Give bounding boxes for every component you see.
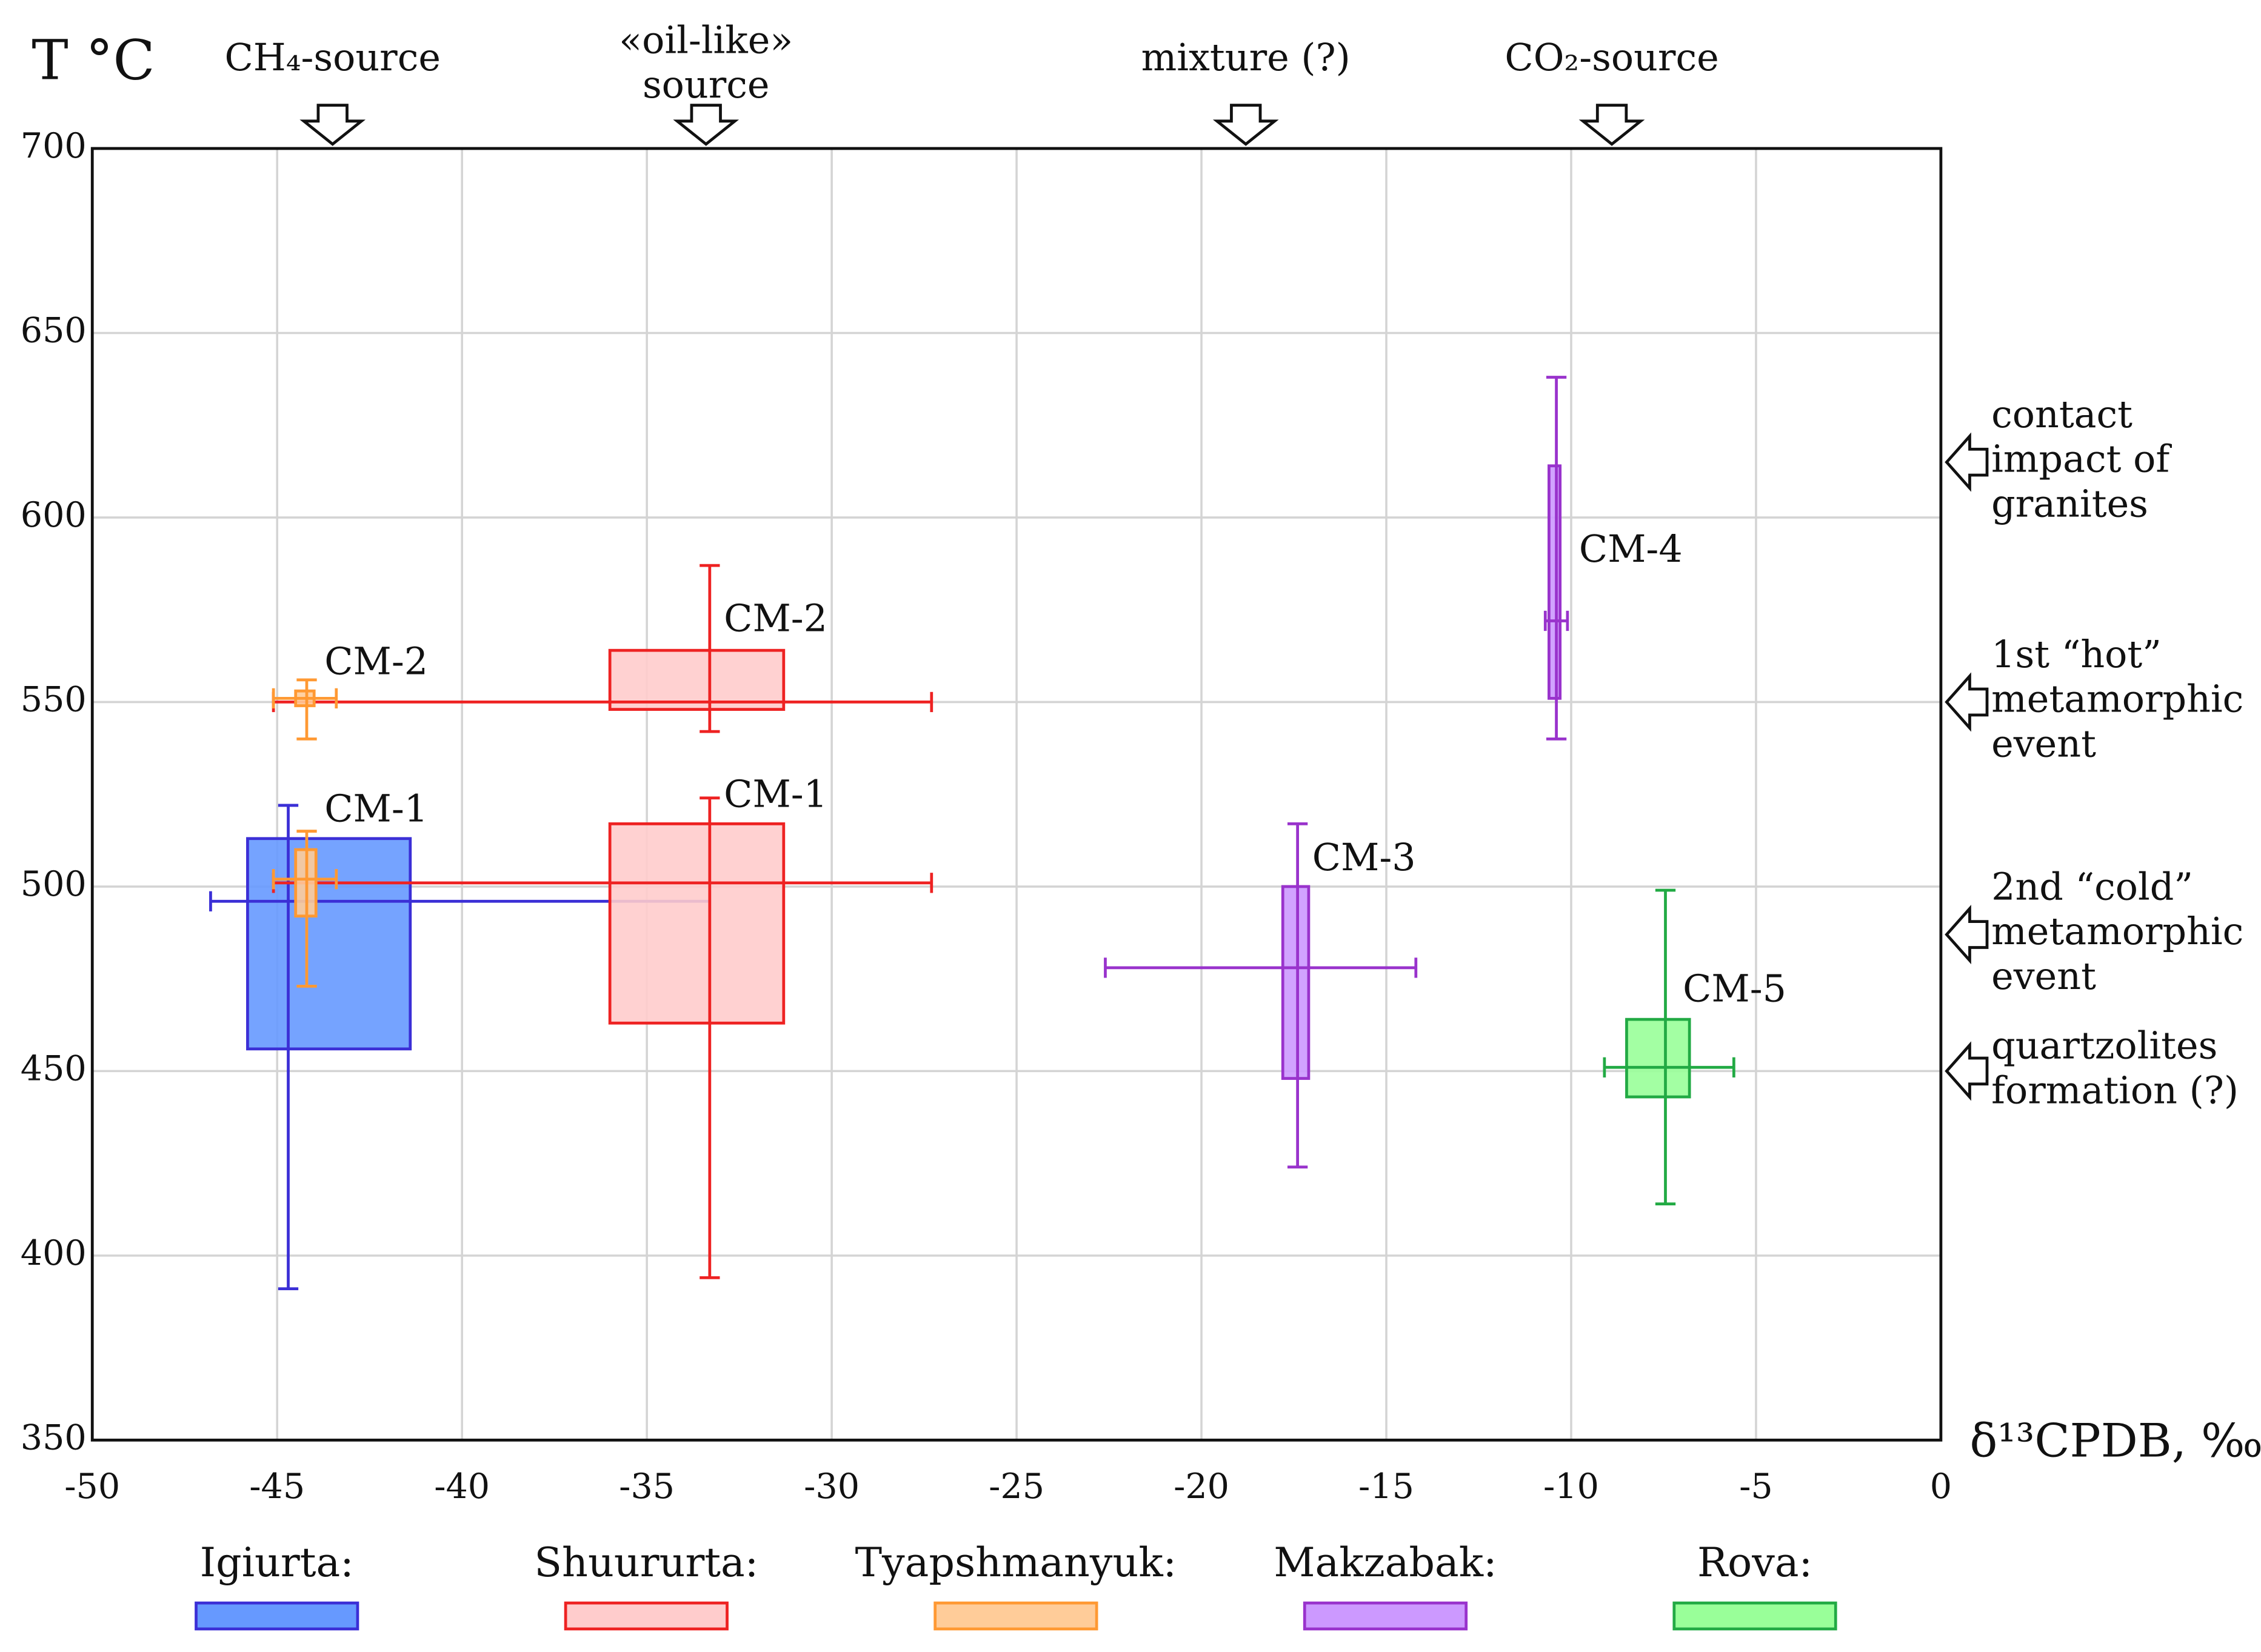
- top-annotation: CH₄-source: [224, 36, 440, 79]
- legend-label: Igiurta:: [200, 1539, 354, 1586]
- point-label: CM-2: [724, 596, 827, 640]
- point-label: CM-1: [324, 787, 428, 830]
- box: [1625, 1018, 1691, 1099]
- x-tick-label: -20: [1174, 1467, 1229, 1507]
- point-label: CM-4: [1579, 527, 1683, 571]
- arrow: [1945, 672, 1989, 732]
- data-item: [1543, 376, 1569, 741]
- x-tick-label: 0: [1930, 1467, 1952, 1507]
- data-item: [272, 564, 933, 733]
- arrow: [1945, 432, 1989, 492]
- legend-label: Shuururta:: [534, 1539, 758, 1586]
- legend-swatch: [1672, 1601, 1837, 1631]
- legend-swatch: [564, 1601, 729, 1631]
- data-item: [272, 830, 338, 988]
- x-tick-label: -10: [1543, 1467, 1599, 1507]
- y-tick-label: 500: [21, 864, 87, 904]
- plot-frame: [90, 147, 1943, 1442]
- box: [246, 837, 412, 1051]
- point-label: CM-3: [1312, 836, 1416, 879]
- top-annotation: mixture (?): [1141, 36, 1351, 79]
- right-annotation: granites: [1991, 482, 2148, 525]
- y-tick-label: 350: [21, 1417, 87, 1457]
- right-annotation: metamorphic: [1991, 910, 2243, 953]
- arrow: [1212, 104, 1279, 146]
- y-axis-label: T °C: [32, 28, 155, 92]
- box: [1281, 885, 1311, 1080]
- legend-swatch: [1303, 1601, 1468, 1631]
- arrow: [1945, 904, 1989, 965]
- x-tick-label: -30: [804, 1467, 860, 1507]
- legend-swatch: [195, 1601, 359, 1631]
- arrow: [1578, 104, 1645, 146]
- right-annotation: metamorphic: [1991, 678, 2243, 721]
- y-tick-label: 450: [21, 1048, 87, 1088]
- right-annotation: event: [1991, 722, 2096, 765]
- arrow: [299, 104, 366, 146]
- legend-label: Rova:: [1697, 1539, 1812, 1586]
- top-annotation: source: [643, 63, 770, 107]
- x-tick-label: -45: [249, 1467, 305, 1507]
- right-annotation: 2nd “cold”: [1991, 865, 2193, 908]
- x-tick-label: -35: [619, 1467, 675, 1507]
- y-tick-label: 550: [21, 679, 87, 719]
- right-annotation: contact: [1991, 393, 2132, 436]
- arrow: [1945, 1041, 1989, 1101]
- right-annotation: 1st “hot”: [1991, 633, 2162, 676]
- legend-swatch: [933, 1601, 1098, 1631]
- data-item: [272, 678, 338, 741]
- box: [608, 648, 786, 711]
- arrow: [673, 104, 740, 146]
- y-tick-label: 400: [21, 1233, 87, 1273]
- right-annotation: formation (?): [1991, 1068, 2239, 1112]
- box: [608, 822, 786, 1025]
- y-tick-label: 700: [21, 126, 87, 166]
- data-item: [1104, 822, 1418, 1169]
- legend-label: Tyapshmanyuk:: [855, 1539, 1177, 1586]
- x-tick-label: -40: [434, 1467, 490, 1507]
- data-item: [272, 796, 933, 1279]
- y-tick-label: 600: [21, 495, 87, 535]
- x-tick-label: -15: [1358, 1467, 1414, 1507]
- x-tick-label: -25: [989, 1467, 1044, 1507]
- point-label: CM-5: [1683, 967, 1786, 1011]
- right-annotation: event: [1991, 954, 2096, 998]
- point-label: CM-1: [724, 773, 827, 816]
- x-tick-label: -50: [64, 1467, 120, 1507]
- point-label: CM-2: [324, 640, 428, 684]
- right-annotation: impact of: [1991, 438, 2172, 481]
- top-annotation: CO₂-source: [1505, 36, 1718, 79]
- x-axis-label: δ¹³CPDB, ‰: [1969, 1413, 2261, 1467]
- top-annotation: «oil-like»: [619, 18, 793, 62]
- right-annotation: quartzolites: [1991, 1024, 2217, 1068]
- data-item: [1603, 888, 1735, 1205]
- box: [1547, 464, 1562, 700]
- x-tick-label: -5: [1739, 1467, 1773, 1507]
- legend-label: Makzabak:: [1274, 1539, 1497, 1586]
- y-tick-label: 650: [21, 310, 87, 350]
